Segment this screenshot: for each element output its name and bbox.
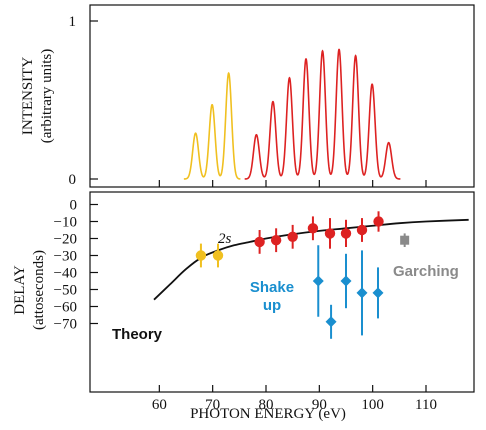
garching-label: Garching <box>393 263 459 280</box>
blue-data-point <box>312 245 324 317</box>
delay-data-points <box>195 211 410 339</box>
blue-data-point <box>325 304 337 339</box>
red-data-point <box>287 224 298 249</box>
intensity-axis-subtitle: (arbitrary units) <box>39 49 55 144</box>
yellow-intensity-spectrum <box>183 71 241 180</box>
red-data-point <box>307 216 319 241</box>
delay-ytick-label: −20 <box>54 232 77 248</box>
intensity-panel: 1 0 INTENSITY (arbitrary units) <box>20 4 475 188</box>
delay-ytick-label: −70 <box>54 317 77 333</box>
delay-xtick-label: 60 <box>152 397 167 413</box>
delay-ytick-label: −60 <box>54 300 77 316</box>
intensity-curves <box>183 48 401 180</box>
delay-xtick-label: 110 <box>415 397 437 413</box>
two-s-label: 2s <box>218 231 232 247</box>
x-axis-title: PHOTON ENERGY (eV) <box>190 406 346 422</box>
diamond-marker <box>356 287 368 299</box>
circle-marker <box>324 228 336 239</box>
delay-ytick-label: 0 <box>70 198 78 214</box>
circle-marker <box>373 216 384 227</box>
diamond-marker <box>325 316 337 328</box>
delay-xtick-label: 80 <box>259 397 274 413</box>
delay-axis-subtitle: (attoseconds) <box>31 250 47 330</box>
shake-up-label-line1: Shake <box>250 279 294 296</box>
delay-ytick-label: −10 <box>54 215 77 231</box>
blue-data-point <box>356 250 368 336</box>
delay-ticks <box>90 203 427 392</box>
delay-xtick-labels: 60 70 80 90 100 110 <box>152 397 437 413</box>
circle-marker <box>287 231 298 242</box>
red-data-point <box>356 218 368 242</box>
diamond-marker <box>340 275 352 287</box>
red-intensity-spectrum <box>244 48 401 180</box>
diamond-marker <box>372 287 384 299</box>
blue-data-point <box>340 253 352 309</box>
delay-panel-frame <box>89 191 475 393</box>
delay-xtick-label: 100 <box>361 397 384 413</box>
circle-marker <box>254 236 265 248</box>
square-marker <box>400 235 410 245</box>
intensity-panel-frame <box>89 4 475 188</box>
circle-marker <box>307 223 319 234</box>
red-data-point <box>340 219 352 247</box>
shake-up-label-line2: up <box>263 297 281 314</box>
circle-marker <box>212 250 224 261</box>
intensity-axis-title: INTENSITY <box>20 57 36 135</box>
theory-label: Theory <box>112 326 163 343</box>
delay-axis-title: DELAY <box>12 265 28 315</box>
red-data-point <box>270 228 282 253</box>
delay-ytick-label: −40 <box>54 266 77 282</box>
yellow-data-point <box>195 243 207 268</box>
red-data-point <box>373 211 384 232</box>
red-data-point <box>254 230 265 254</box>
delay-ytick-label: −30 <box>54 249 77 265</box>
gray-data-point <box>400 233 410 247</box>
red-data-point <box>324 218 336 249</box>
yellow-data-point <box>212 243 224 268</box>
delay-xtick-label: 90 <box>312 397 327 413</box>
circle-marker <box>270 235 282 246</box>
intensity-ticks <box>90 20 427 187</box>
delay-ytick-label: −50 <box>54 283 77 299</box>
delay-xtick-label: 70 <box>205 397 220 413</box>
circle-marker <box>195 250 207 261</box>
delay-ytick-labels: 0−10−20−30−40−50−60−70 <box>54 198 77 333</box>
theory-curve <box>153 218 469 301</box>
diamond-marker <box>312 275 324 287</box>
circle-marker <box>340 228 352 239</box>
circle-marker <box>356 224 368 236</box>
blue-data-point <box>372 267 384 319</box>
delay-panel: 0−10−20−30−40−50−60−70 60 70 80 90 100 110 DE… <box>12 191 475 422</box>
intensity-ytick-1: 1 <box>69 14 77 30</box>
intensity-ytick-0: 0 <box>69 172 77 188</box>
